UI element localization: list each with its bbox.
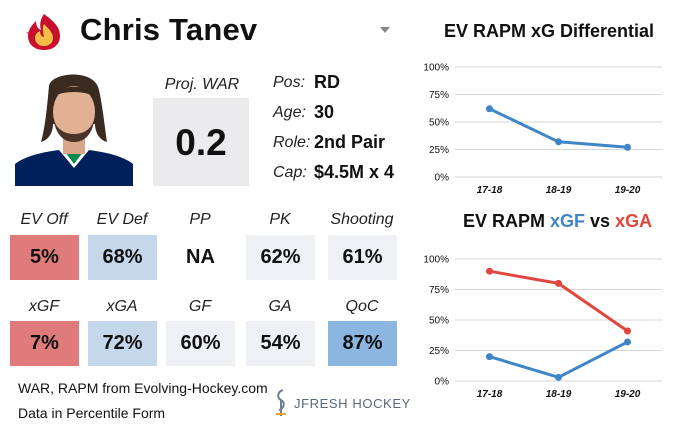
metric-box-shooting: 61% — [328, 235, 397, 280]
y-tick-label: 75% — [429, 285, 449, 296]
y-tick-label: 25% — [429, 346, 449, 357]
x-tick-label: 17-18 — [477, 185, 503, 196]
data-point — [624, 143, 631, 151]
chart-title-part-xga: xGA — [615, 211, 653, 231]
metric-label-pk: PK — [269, 211, 291, 228]
metric-box-gf: 60% — [166, 321, 235, 366]
chart-xgf-vs-xga: 0% 25% 50% 75% 100% 17-18 18-19 19-20 — [423, 255, 662, 400]
x-tick-label: 17-18 — [477, 389, 503, 400]
flames-logo — [26, 14, 60, 50]
x-tick-label: 19-20 — [615, 389, 641, 400]
chart-title-xg-differential: EV RAPM xG Differential — [444, 21, 655, 41]
war-value: 0.2 — [175, 122, 227, 163]
metric-box-pp: NA — [166, 235, 235, 280]
y-tick-label: 100% — [423, 255, 449, 266]
data-point — [486, 267, 493, 275]
y-tick-label: 25% — [429, 145, 449, 156]
y-tick-label: 0% — [435, 377, 450, 388]
metric-box-pk: 62% — [246, 235, 315, 280]
data-point — [486, 105, 493, 113]
metric-box-ga: 54% — [246, 321, 315, 366]
y-tick-label: 75% — [429, 90, 449, 101]
metric-label-pp: PP — [189, 211, 211, 228]
chart-title-part: EV RAPM — [463, 211, 551, 231]
metric-label-gf: GF — [188, 298, 212, 315]
footer-note: Data in Percentile Form — [18, 405, 166, 421]
metric-label-xgf: xGF — [28, 298, 60, 315]
y-tick-label: 0% — [435, 173, 450, 184]
series-line — [489, 340, 629, 379]
bio-value-age: 30 — [314, 102, 335, 122]
footer-source: WAR, RAPM from Evolving-Hockey.com — [18, 380, 268, 396]
bio-value-position: RD — [314, 72, 340, 92]
metric-label-ga: GA — [268, 298, 292, 315]
player-name: Chris Tanev — [80, 12, 258, 47]
brand-logo: JFRESH HOCKEY — [272, 388, 410, 418]
y-tick-label: 100% — [423, 63, 449, 74]
metric-label-qoc: QoC — [345, 298, 379, 315]
brand-text: JFRESH HOCKEY — [294, 396, 411, 411]
bio-label-position: Pos: — [273, 74, 306, 91]
metric-box-qoc: 87% — [328, 321, 397, 366]
y-tick-label: 50% — [429, 316, 449, 327]
bio-value-role: 2nd Pair — [314, 132, 386, 152]
data-point — [624, 338, 631, 346]
data-point — [555, 279, 562, 287]
x-tick-label: 19-20 — [615, 185, 641, 196]
chart-title-part: vs — [585, 211, 616, 231]
chevron-down-icon[interactable] — [380, 27, 390, 33]
jfresh-hockey-icon — [276, 389, 286, 416]
bio-label-cap: Cap: — [273, 164, 307, 181]
metric-label-ev-def: EV Def — [96, 211, 148, 228]
chart-title-part-xgf: xGF — [550, 211, 586, 231]
war-label: Proj. WAR — [164, 76, 240, 93]
metric-box-xga: 72% — [88, 321, 157, 366]
data-point — [486, 353, 493, 361]
metric-label-xga: xGA — [106, 298, 138, 315]
data-point — [624, 327, 631, 335]
bio-label-age: Age: — [273, 104, 306, 121]
war-box: 0.2 — [153, 98, 249, 186]
metric-box-ev-off: 5% — [10, 235, 79, 280]
bio-value-cap: $4.5M x 4 — [314, 162, 395, 182]
x-tick-label: 18-19 — [546, 185, 572, 196]
x-tick-label: 18-19 — [546, 389, 572, 400]
chart-title-xgf-vs-xga: EV RAPM xGF vs xGA — [463, 211, 652, 232]
metric-box-xgf: 7% — [10, 321, 79, 366]
player-headshot — [15, 68, 133, 186]
metric-label-shooting: Shooting — [330, 211, 394, 228]
metric-box-ev-def: 68% — [88, 235, 157, 280]
data-point — [555, 373, 562, 381]
data-point — [555, 138, 562, 146]
metric-label-ev-off: EV Off — [20, 211, 68, 228]
y-tick-label: 50% — [429, 118, 449, 129]
chart-xg-differential: 0% 25% 50% 75% 100% 17-18 18-19 19-20 — [423, 63, 662, 196]
bio-label-role: Role: — [273, 134, 311, 151]
